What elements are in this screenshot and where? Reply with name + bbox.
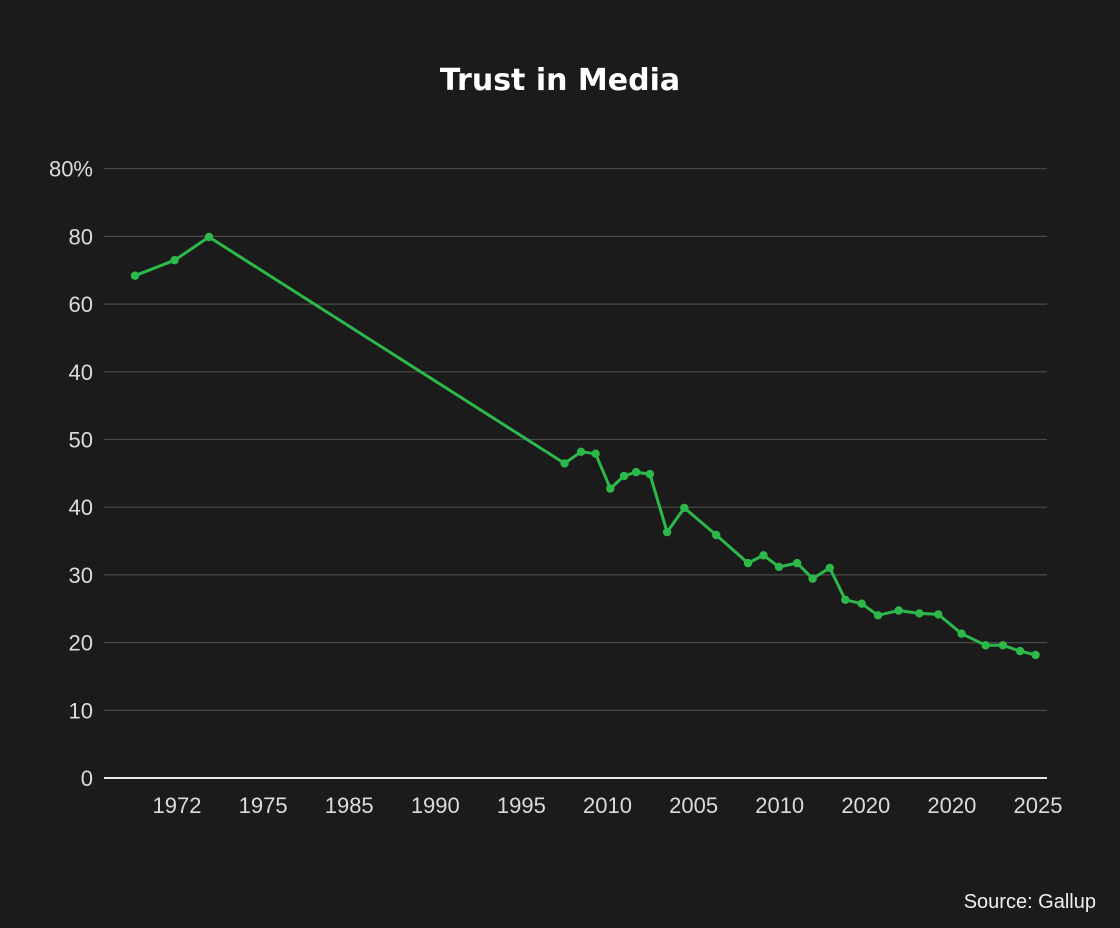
data-point bbox=[619, 471, 629, 481]
x-tick-label: 1995 bbox=[497, 793, 546, 818]
y-tick-label: 40 bbox=[69, 360, 93, 385]
data-point bbox=[998, 641, 1008, 650]
y-tick-label: 10 bbox=[69, 698, 93, 723]
data-point bbox=[130, 271, 140, 280]
x-tick-label: 2020 bbox=[927, 793, 976, 818]
data-point bbox=[631, 467, 641, 477]
data-point bbox=[792, 558, 802, 568]
x-tick-label: 2005 bbox=[669, 793, 718, 818]
data-point bbox=[774, 562, 784, 572]
y-tick-label: 60 bbox=[69, 292, 93, 317]
y-axis: 0 10 20 30 40 50 40 60 80 80% bbox=[49, 157, 93, 791]
data-point bbox=[606, 484, 615, 493]
data-point bbox=[743, 558, 753, 568]
y-tick-label: 0 bbox=[81, 766, 93, 791]
y-tick-label: 80 bbox=[69, 224, 93, 249]
data-point bbox=[857, 599, 866, 608]
data-point bbox=[915, 609, 924, 618]
y-tick-label: 40 bbox=[69, 495, 93, 520]
data-point bbox=[680, 503, 689, 513]
data-point bbox=[662, 527, 672, 537]
x-tick-label: 1985 bbox=[325, 793, 374, 818]
data-point bbox=[894, 606, 903, 615]
data-point bbox=[1031, 650, 1040, 660]
source-note: Source: Gallup bbox=[964, 891, 1096, 913]
data-point bbox=[170, 256, 179, 265]
data-points bbox=[130, 232, 1040, 660]
data-point bbox=[825, 563, 834, 573]
x-tick-label: 2020 bbox=[841, 793, 890, 818]
y-tick-label: 80% bbox=[49, 157, 93, 182]
data-point bbox=[934, 610, 943, 619]
data-point bbox=[759, 551, 768, 560]
data-point bbox=[712, 530, 721, 540]
x-axis: 1972 1975 1985 1990 1995 2010 2005 2010 2020 2020… bbox=[153, 793, 1063, 818]
chart-title: Trust in Media bbox=[440, 63, 680, 98]
data-point bbox=[560, 459, 569, 468]
x-tick-label: 2025 bbox=[1014, 793, 1063, 818]
gridlines bbox=[104, 168, 1047, 779]
x-tick-label: 1975 bbox=[239, 793, 288, 818]
data-point bbox=[957, 629, 966, 638]
x-tick-label: 1990 bbox=[411, 793, 460, 818]
data-point bbox=[645, 469, 655, 479]
data-point bbox=[576, 447, 586, 456]
data-point bbox=[204, 232, 214, 242]
data-point bbox=[808, 574, 817, 583]
x-tick-label: 2010 bbox=[755, 793, 804, 818]
x-tick-label: 1972 bbox=[153, 793, 202, 818]
data-point bbox=[1015, 646, 1025, 656]
y-tick-label: 30 bbox=[69, 563, 93, 588]
y-tick-label: 50 bbox=[69, 428, 93, 453]
series-line bbox=[133, 235, 1038, 657]
x-tick-label: 2010 bbox=[583, 793, 632, 818]
data-point bbox=[591, 449, 600, 458]
data-point bbox=[841, 595, 850, 604]
y-tick-label: 20 bbox=[69, 631, 93, 656]
data-point bbox=[981, 641, 990, 650]
data-point bbox=[873, 611, 883, 620]
